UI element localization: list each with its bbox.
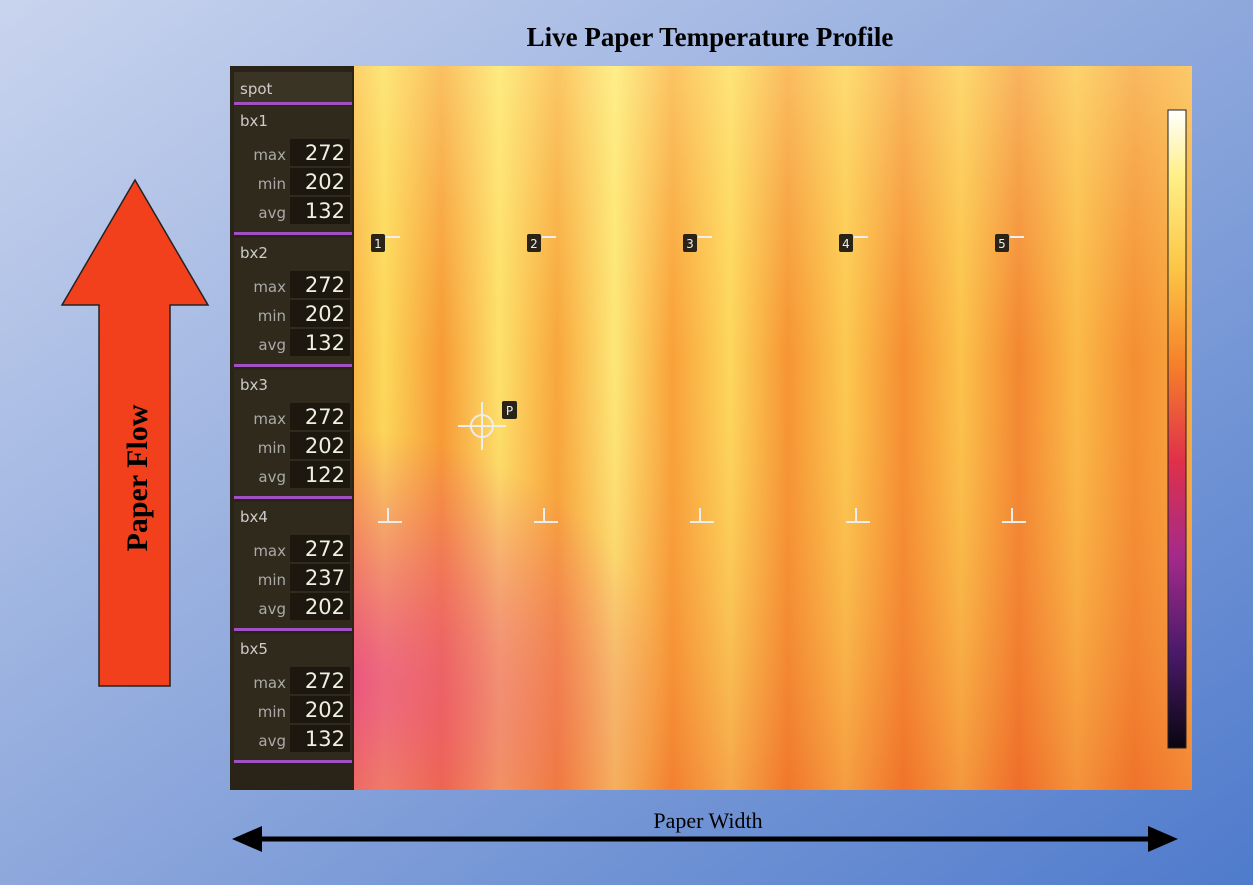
row-label: min [258,175,286,193]
row-divider [234,628,352,631]
row-label: max [253,410,286,428]
box-name: bx4 [240,508,268,526]
value-box [290,300,350,327]
row-value: 272 [305,405,345,429]
spot-crosshair: P [458,401,517,450]
row-value: 132 [305,727,345,751]
row-label: min [258,571,286,589]
row-divider [234,496,352,499]
value-box [290,403,350,430]
spot-marker-label: P [506,404,513,418]
box-name: bx2 [240,244,268,262]
row-value: 202 [305,595,345,619]
title: Live Paper Temperature Profile [527,22,894,52]
marker-label: 5 [998,237,1006,251]
value-box [290,329,350,356]
marker-box [839,234,853,252]
value-box [290,696,350,723]
width-arrow-left [232,826,262,852]
marker-label: 4 [842,237,850,251]
row-value: 202 [305,302,345,326]
value-box [290,535,350,562]
row-label: avg [258,732,286,750]
row-label: max [253,278,286,296]
value-box [290,168,350,195]
value-box [290,593,350,620]
row-label: avg [258,600,286,618]
box-name: bx3 [240,376,268,394]
value-box [290,197,350,224]
row-value: 202 [305,698,345,722]
marker-label: 1 [374,237,382,251]
row-value: 272 [305,141,345,165]
spot-label: spot [240,80,273,98]
row-value: 272 [305,669,345,693]
row-label: max [253,146,286,164]
value-box [290,432,350,459]
marker-box [995,234,1009,252]
value-box [290,139,350,166]
row-label: avg [258,468,286,486]
box-name: bx1 [240,112,268,130]
row-value: 132 [305,331,345,355]
row-value: 132 [305,199,345,223]
marker-box [683,234,697,252]
row-value: 272 [305,537,345,561]
thermal-image [230,66,1192,790]
row-label: max [253,674,286,692]
marker-label: 2 [530,237,538,251]
width-arrow-right [1148,826,1178,852]
value-box [290,667,350,694]
value-box [290,725,350,752]
value-box [290,271,350,298]
marker-box [371,234,385,252]
row-divider [234,102,352,105]
row-label: max [253,542,286,560]
box-name: bx5 [240,640,268,658]
row-divider [234,364,352,367]
thermal-hot-region [230,66,1192,790]
spot-row [234,72,352,102]
row-value: 122 [305,463,345,487]
row-label: avg [258,336,286,354]
measurement-panel: spot bx1 max 272 min 202 avg 132 bx2 max 272 min 202… [230,66,354,790]
row-value: 202 [305,170,345,194]
spot-marker-box [502,401,517,419]
value-box [290,461,350,488]
row-value: 202 [305,434,345,458]
marker-box [527,234,541,252]
flow-label: Paper Flow [121,404,154,551]
row-label: min [258,703,286,721]
flow-arrow [60,178,210,687]
color-scale [1167,109,1187,749]
row-label: avg [258,204,286,222]
row-divider [234,232,352,235]
row-divider [234,760,352,763]
row-value: 272 [305,273,345,297]
row-label: min [258,439,286,457]
row-value: 237 [305,566,345,590]
row-label: min [258,307,286,325]
width-label: Paper Width [653,808,762,833]
value-box [290,564,350,591]
marker-label: 3 [686,237,694,251]
